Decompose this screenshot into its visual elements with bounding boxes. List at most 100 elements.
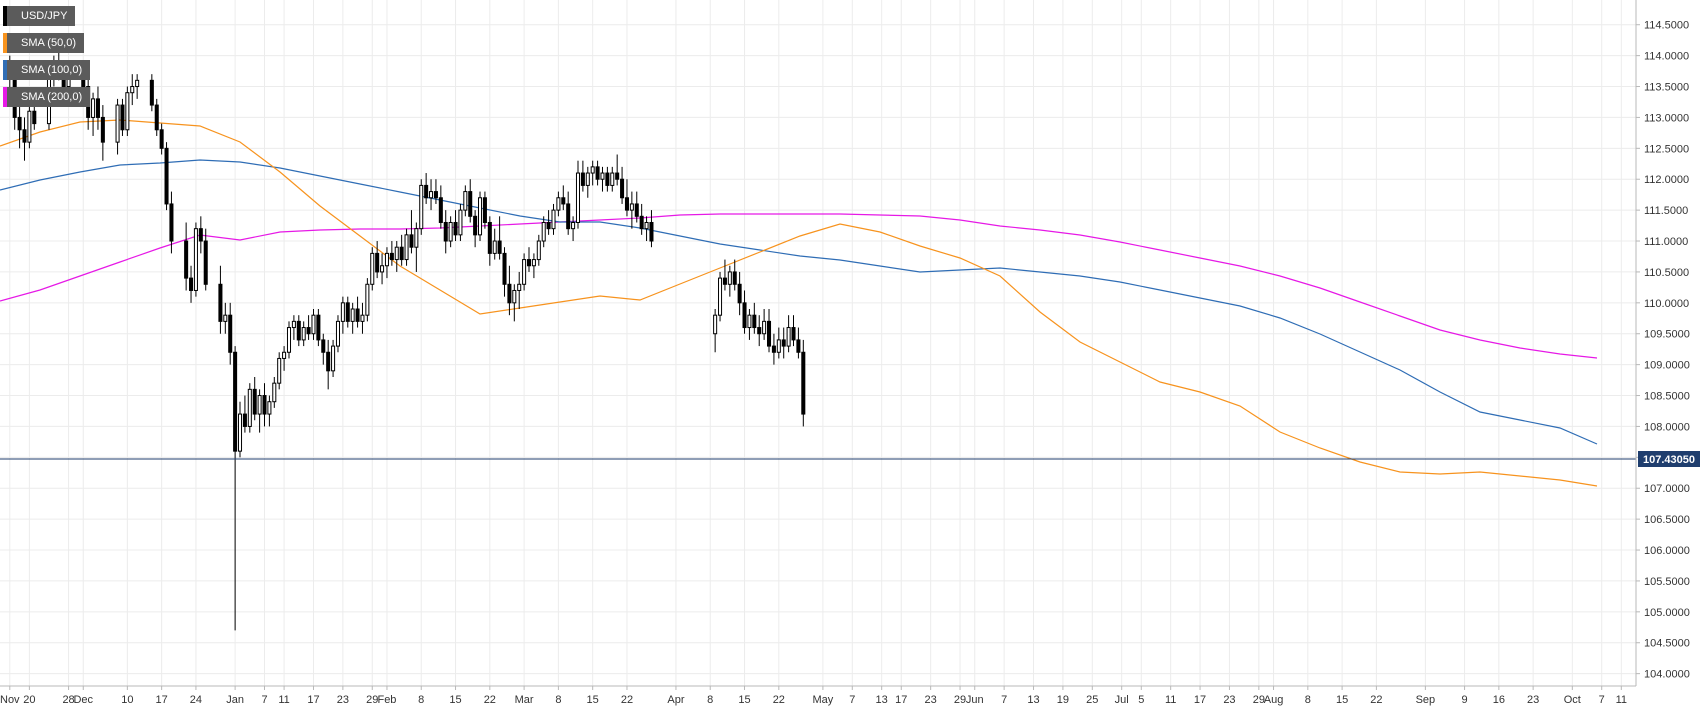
candle <box>463 185 468 217</box>
candle <box>766 309 772 353</box>
candle-body-down <box>154 104 159 131</box>
y-tick-label: 111.5000 <box>1644 205 1688 217</box>
candle-body-up <box>551 209 556 230</box>
y-tick-label: 114.5000 <box>1644 20 1689 32</box>
candle <box>262 383 267 427</box>
x-tick-label: 8 <box>1305 694 1311 706</box>
y-tick-label: 105.5000 <box>1644 576 1690 588</box>
candle-body-up <box>575 172 581 223</box>
candle-body-down <box>561 197 566 205</box>
legend: USD/JPY SMA (50,0) SMA (100,0) SMA (200,… <box>3 6 91 114</box>
legend-item-sma-200[interactable]: SMA (200,0) <box>3 87 91 107</box>
candle <box>512 284 517 322</box>
candle-body-down <box>526 259 532 267</box>
last-price-badge-bg <box>1638 451 1700 467</box>
candle-body-up <box>463 191 468 211</box>
candle <box>164 142 169 211</box>
y-tick-label: 109.0000 <box>1644 360 1690 372</box>
candle <box>502 247 507 297</box>
candle-body-up <box>291 320 296 329</box>
candles <box>7 49 806 631</box>
candle <box>620 166 625 204</box>
candle <box>218 265 223 334</box>
candle-body-up <box>340 302 345 322</box>
candle <box>644 216 649 242</box>
candle <box>22 117 27 161</box>
candle-body-down <box>95 98 100 118</box>
candle <box>277 352 282 390</box>
y-tick-label: 108.5000 <box>1644 391 1690 403</box>
candle-body-up <box>478 197 483 236</box>
candle <box>600 166 605 192</box>
x-tick-label: 19 <box>1057 694 1069 706</box>
candle-body-down <box>468 191 473 217</box>
x-tick-label: Apr <box>667 694 684 706</box>
x-tick-label: Jan <box>226 694 244 706</box>
candle-body-down <box>639 215 644 230</box>
sma-100-line <box>0 159 1598 445</box>
candle <box>424 173 429 204</box>
candle <box>478 191 483 242</box>
x-tick-label: 22 <box>621 694 633 706</box>
x-tick-label: 23 <box>1223 694 1235 706</box>
candle <box>27 105 32 149</box>
candle-body-up <box>301 327 306 341</box>
candle <box>536 234 541 266</box>
candle <box>776 327 781 359</box>
candle-body-down <box>32 110 37 125</box>
candle-body-down <box>482 197 487 223</box>
candle <box>497 216 502 260</box>
candle-body-up <box>384 252 389 267</box>
legend-item-sma-50[interactable]: SMA (50,0) <box>3 33 85 53</box>
x-tick-label: 17 <box>1194 694 1206 706</box>
legend-item-sma-100[interactable]: SMA (100,0) <box>3 60 91 80</box>
candle-body-down <box>321 339 326 353</box>
candle <box>487 216 492 266</box>
candle <box>590 160 595 186</box>
candle <box>507 265 512 316</box>
candle-body-up <box>277 357 282 384</box>
candle-body-up <box>762 320 767 335</box>
y-tick-label: 114.0000 <box>1644 51 1689 63</box>
y-tick-label: 110.0000 <box>1644 298 1689 310</box>
x-tick-label: 10 <box>121 694 133 706</box>
x-tick-label: Dec <box>73 694 93 706</box>
candle <box>781 327 786 359</box>
candle <box>433 179 438 204</box>
candle-body-down <box>228 314 233 353</box>
candle <box>473 210 478 248</box>
legend-item-usdjpy[interactable]: USD/JPY <box>3 6 76 26</box>
candle-body-down <box>198 228 203 242</box>
candle-body-down <box>497 240 502 254</box>
candle <box>448 216 453 248</box>
y-tick-label: 104.5000 <box>1644 638 1690 650</box>
candle-body-up <box>776 339 781 353</box>
x-tick-label: 24 <box>190 694 202 706</box>
x-tick-label: 22 <box>484 694 496 706</box>
candle-body-up <box>360 314 365 322</box>
candle <box>252 376 257 421</box>
candle <box>301 321 306 347</box>
candle-body-down <box>771 345 776 353</box>
x-tick-label: 13 <box>1027 694 1039 706</box>
candle-body-up <box>747 314 752 329</box>
candle-body-down <box>389 252 394 261</box>
candle <box>394 241 399 272</box>
candle-body-up <box>286 327 292 353</box>
candle <box>546 210 551 235</box>
candle <box>375 241 380 279</box>
candle-body-down <box>375 252 380 273</box>
candle <box>585 166 590 198</box>
candle-body-down <box>399 246 404 261</box>
candle-body-up <box>247 388 252 427</box>
candle <box>335 315 340 353</box>
x-tick-label: 20 <box>23 694 35 706</box>
candle <box>291 315 296 340</box>
candle-body-up <box>335 320 340 347</box>
candle <box>100 105 105 161</box>
candle-body-up <box>267 401 272 415</box>
candle <box>350 302 355 334</box>
candle <box>453 210 458 242</box>
